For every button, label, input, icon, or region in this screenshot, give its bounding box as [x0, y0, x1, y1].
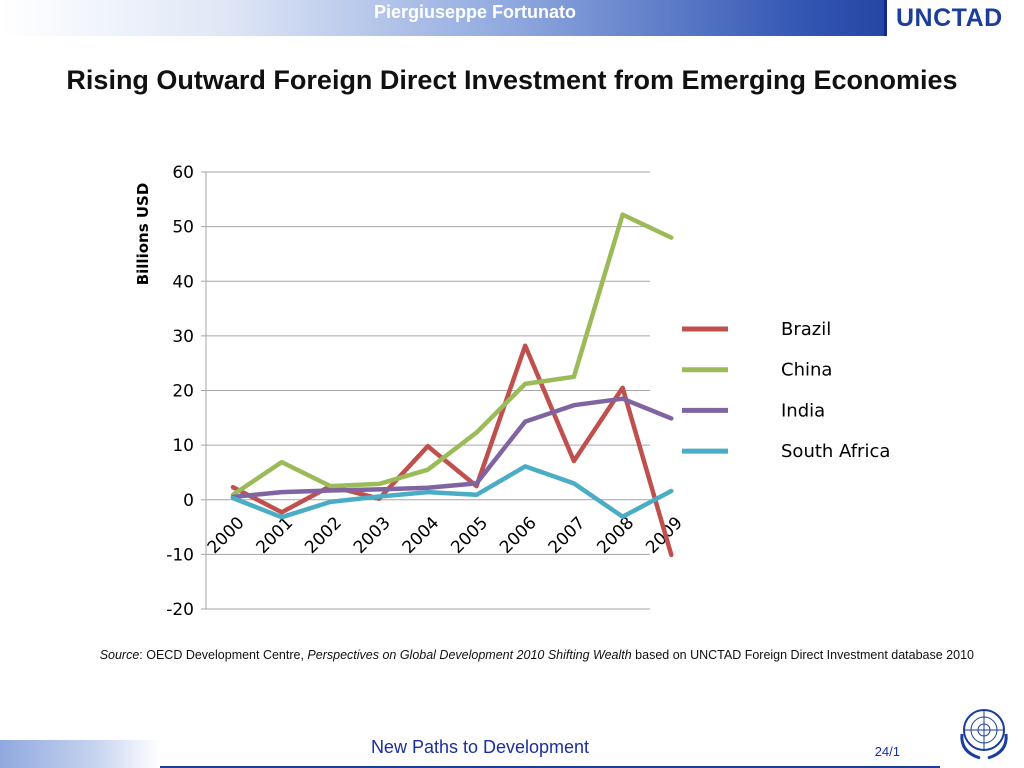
y-tick-label: 50	[172, 218, 194, 238]
x-tick-label: 2006	[496, 513, 541, 558]
x-tick-label: 2007	[545, 513, 590, 558]
x-tick-label: 2001	[253, 513, 298, 558]
header-band	[0, 0, 1024, 36]
x-axis-ticks: 2000 2001 2002 2003 2004 2005 2006 2007 2008 2009	[204, 513, 687, 558]
y-axis-label: Billions USD	[134, 183, 152, 286]
un-emblem-icon	[960, 709, 1008, 760]
chart-grid	[206, 171, 650, 610]
y-tick-label: 60	[172, 163, 194, 183]
series-line-brazil	[230, 343, 674, 558]
x-tick-label: 2005	[447, 513, 492, 558]
presenter-name: Piergiuseppe Fortunato	[373, 2, 577, 22]
source-note: Source: OECD Development Centre, Perspec…	[60, 646, 974, 664]
y-tick-label: -20	[166, 600, 194, 620]
source-publication: Perspectives on Global Development 2010 …	[307, 648, 632, 662]
chart-legend: Brazil China India South Africa	[682, 319, 890, 462]
page-number: 24/1	[874, 744, 900, 759]
source-label: Source	[99, 648, 140, 662]
y-tick-label: 20	[172, 382, 194, 402]
slide-title: Rising Outward Foreign Direct Investment…	[66, 65, 958, 95]
series-lines	[230, 212, 674, 558]
x-tick-label: 2000	[204, 513, 249, 558]
source-text-2: based on UNCTAD Foreign Direct Investmen…	[631, 648, 974, 662]
x-tick-label: 2002	[301, 513, 346, 558]
series-line-china	[230, 212, 674, 498]
legend-label: South Africa	[781, 441, 890, 462]
logo-container	[884, 0, 1024, 36]
series-line-south-africa	[230, 464, 674, 520]
y-tick-label: 30	[172, 327, 194, 347]
legend-label: India	[781, 400, 825, 421]
footer-band	[0, 740, 160, 768]
y-axis-ticks: 60 50 40 30 20 10 0 -10 -20	[166, 163, 206, 620]
y-tick-label: 0	[183, 491, 194, 511]
line-chart: 60 50 40 30 20 10 0 -10 -20 2000 2001 2002 2003 2004…	[134, 163, 890, 620]
y-tick-label: 10	[172, 436, 194, 456]
unctad-logo: UNCTAD	[896, 4, 1003, 32]
y-tick-label: -10	[166, 545, 194, 565]
legend-label: Brazil	[781, 319, 831, 340]
source-text-1: : OECD Development Centre,	[139, 648, 308, 662]
series-line-india	[230, 396, 674, 500]
footer-divider	[160, 766, 940, 768]
y-tick-label: 40	[172, 272, 194, 292]
x-tick-label: 2008	[593, 513, 638, 558]
x-tick-label: 2004	[399, 513, 444, 558]
x-tick-label: 2003	[350, 513, 395, 558]
footer-tagline: New Paths to Development	[370, 737, 590, 757]
legend-label: China	[781, 360, 832, 381]
